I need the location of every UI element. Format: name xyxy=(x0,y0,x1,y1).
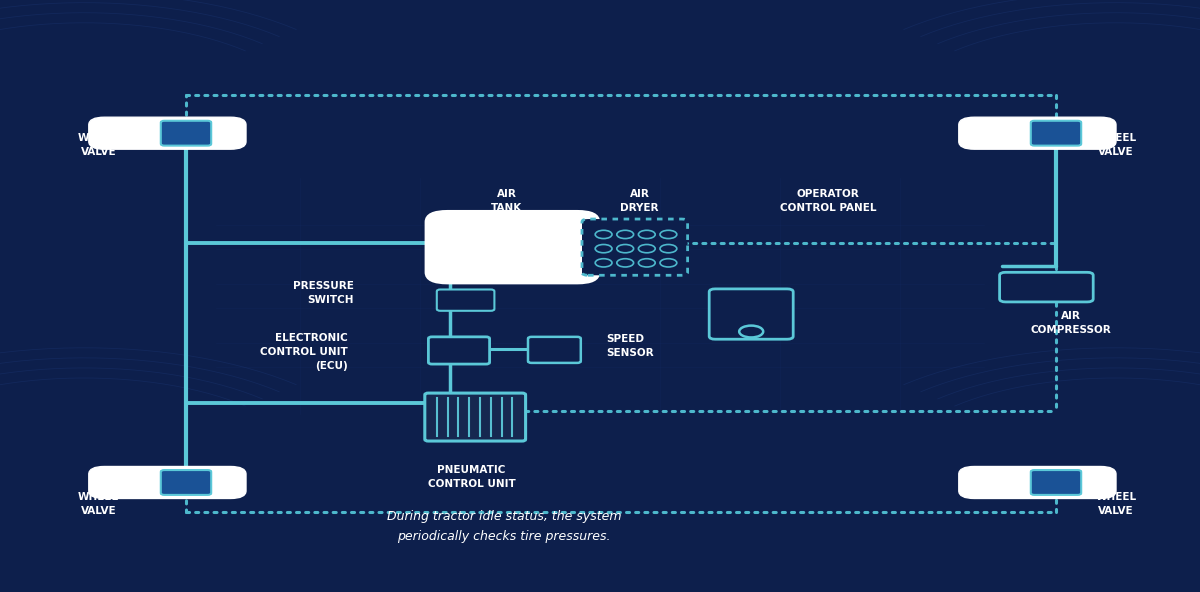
Text: AIR
COMPRESSOR: AIR COMPRESSOR xyxy=(1030,311,1111,334)
FancyBboxPatch shape xyxy=(1031,470,1081,495)
Text: WHEEL
VALVE: WHEEL VALVE xyxy=(1096,133,1136,157)
FancyBboxPatch shape xyxy=(959,466,1116,498)
FancyBboxPatch shape xyxy=(437,289,494,311)
Text: WHEEL
VALVE: WHEEL VALVE xyxy=(78,133,119,157)
Text: ELECTRONIC
CONTROL UNIT
(ECU): ELECTRONIC CONTROL UNIT (ECU) xyxy=(260,333,348,371)
FancyBboxPatch shape xyxy=(959,117,1116,149)
Text: SPEED
SENSOR: SPEED SENSOR xyxy=(606,334,654,358)
FancyBboxPatch shape xyxy=(426,211,599,283)
FancyBboxPatch shape xyxy=(425,393,526,441)
Text: AIR
TANK: AIR TANK xyxy=(491,189,522,213)
Text: PRESSURE
SWITCH: PRESSURE SWITCH xyxy=(293,281,354,305)
Text: WHEEL
VALVE: WHEEL VALVE xyxy=(78,493,119,516)
FancyBboxPatch shape xyxy=(528,337,581,363)
FancyBboxPatch shape xyxy=(161,121,211,146)
Text: AIR
DRYER: AIR DRYER xyxy=(620,189,659,213)
FancyBboxPatch shape xyxy=(428,337,490,364)
Text: WHEEL
VALVE: WHEEL VALVE xyxy=(1096,493,1136,516)
FancyBboxPatch shape xyxy=(161,470,211,495)
FancyBboxPatch shape xyxy=(89,117,246,149)
FancyBboxPatch shape xyxy=(1031,121,1081,146)
Text: OPERATOR
CONTROL PANEL: OPERATOR CONTROL PANEL xyxy=(780,189,876,213)
Text: PNEUMATIC
CONTROL UNIT: PNEUMATIC CONTROL UNIT xyxy=(427,465,516,488)
FancyBboxPatch shape xyxy=(709,289,793,339)
Text: During tractor idle status, the system
periodically checks tire pressures.: During tractor idle status, the system p… xyxy=(386,510,622,543)
FancyBboxPatch shape xyxy=(1000,272,1093,302)
FancyBboxPatch shape xyxy=(582,219,688,275)
FancyBboxPatch shape xyxy=(89,466,246,498)
